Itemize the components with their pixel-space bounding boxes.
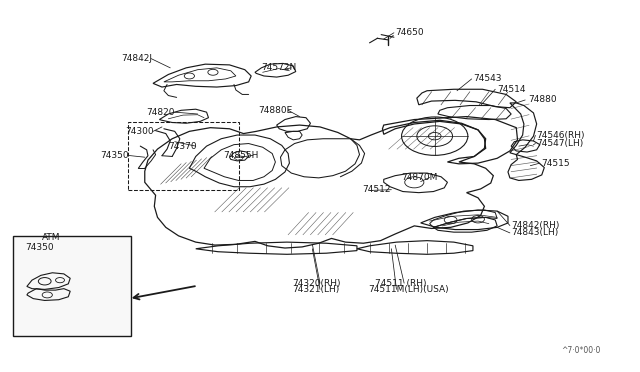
Text: 74350: 74350 [100,151,129,160]
Text: 74855H: 74855H [223,151,259,160]
Text: 74650: 74650 [395,28,424,37]
Text: 74842(RH): 74842(RH) [511,221,559,230]
Text: 74880: 74880 [528,96,556,105]
Text: 74820: 74820 [147,108,175,117]
Text: 74547(LH): 74547(LH) [537,139,584,148]
Text: 74511 (RH): 74511 (RH) [376,279,427,288]
Text: ^7·0*00·0: ^7·0*00·0 [561,346,600,355]
Text: 74511M(LH)(USA): 74511M(LH)(USA) [368,285,449,294]
Text: 74843(LH): 74843(LH) [511,228,559,237]
Text: 74321(LH): 74321(LH) [292,285,339,294]
Text: 74370: 74370 [168,142,197,151]
Text: 74880E: 74880E [258,106,292,115]
Text: 74512: 74512 [363,185,391,194]
Bar [127,122,239,190]
Text: 74572N: 74572N [261,63,296,72]
Text: 74300: 74300 [125,127,154,136]
Text: 74842J: 74842J [121,54,152,63]
Text: 74350: 74350 [26,243,54,253]
Bar [13,236,131,336]
Text: 74320(RH): 74320(RH) [292,279,340,288]
Text: 74515: 74515 [541,158,570,168]
Text: 74546(RH): 74546(RH) [537,131,585,140]
Text: 74543: 74543 [473,74,501,83]
Text: ATM: ATM [42,233,60,242]
Text: 74514: 74514 [497,85,525,94]
Text: 74870M: 74870M [401,173,438,182]
